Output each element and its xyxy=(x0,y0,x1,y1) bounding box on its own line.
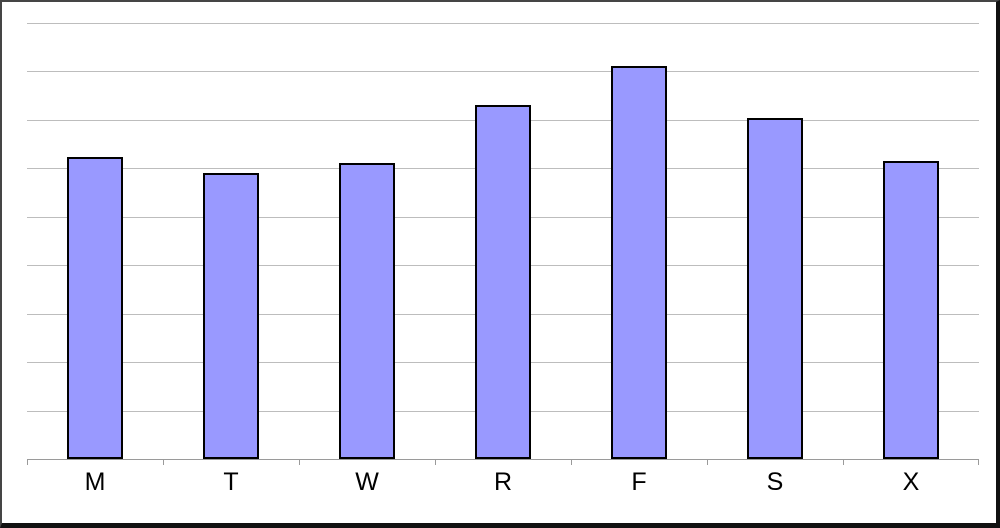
x-axis-tick xyxy=(27,459,28,465)
bar-R xyxy=(475,105,531,459)
x-axis-label: F xyxy=(631,468,647,496)
x-axis-tick xyxy=(163,459,164,465)
x-axis-label: W xyxy=(355,468,379,496)
x-axis-label: M xyxy=(84,468,106,496)
x-axis-tick xyxy=(978,459,979,465)
gridline xyxy=(27,71,979,73)
plot-area xyxy=(27,2,979,465)
x-axis-tick xyxy=(707,459,708,465)
x-axis-tick xyxy=(435,459,436,465)
x-axis-tick xyxy=(299,459,300,465)
bar-X xyxy=(883,160,939,459)
x-axis-label: R xyxy=(493,468,513,496)
x-axis-tick xyxy=(571,459,572,465)
gridline xyxy=(27,22,979,24)
x-axis-label: T xyxy=(223,468,239,496)
bar-F xyxy=(611,66,667,459)
x-axis-label: S xyxy=(766,468,784,496)
x-axis-label: X xyxy=(902,468,920,496)
x-axis-tick xyxy=(843,459,844,465)
bar-S xyxy=(747,117,803,459)
bar-T xyxy=(203,172,259,459)
bar-M xyxy=(67,156,123,459)
bar-W xyxy=(339,162,395,459)
